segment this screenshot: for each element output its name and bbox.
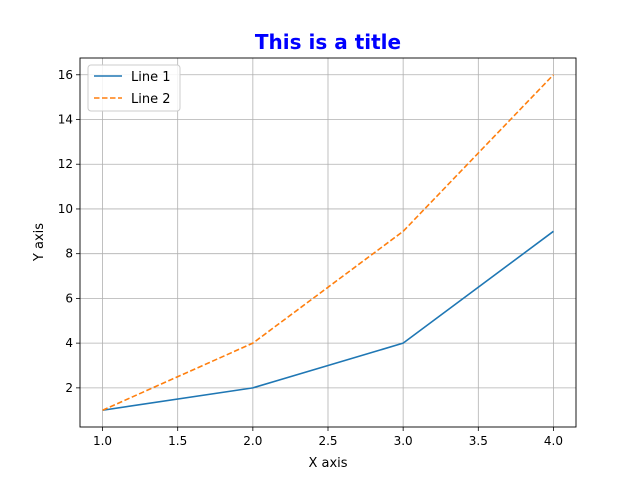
grid [80, 58, 576, 427]
x-tick-label: 2.5 [318, 434, 337, 448]
y-tick-label: 16 [58, 68, 73, 82]
legend-label-1: Line 1 [131, 70, 171, 85]
legend-label-2: Line 2 [131, 92, 171, 107]
y-axis-label: Y axis [32, 223, 47, 262]
x-tick-label: 1.5 [168, 434, 187, 448]
series-line-2 [102, 74, 555, 411]
x-tick-label: 3.0 [394, 434, 413, 448]
x-tick-label: 4.0 [544, 434, 563, 448]
series-layer [102, 74, 555, 412]
y-tick-label: 8 [65, 247, 73, 261]
series-line-1 [102, 230, 554, 412]
x-axis: 1.0 1.5 2.0 2.5 3.0 3.5 4.0 [93, 427, 563, 448]
chart-title: This is a title [255, 30, 401, 54]
x-tick-label: 1.0 [93, 434, 112, 448]
y-tick-label: 6 [65, 291, 73, 305]
y-tick-label: 10 [58, 202, 73, 216]
x-tick-label: 3.5 [469, 434, 488, 448]
x-axis-label: X axis [308, 456, 347, 471]
y-tick-label: 14 [58, 113, 73, 127]
y-tick-label: 4 [65, 336, 73, 350]
x-tick-label: 2.0 [243, 434, 262, 448]
y-tick-label: 12 [58, 157, 73, 171]
y-axis: 2 4 6 8 10 12 14 16 [58, 68, 80, 395]
y-tick-label: 2 [65, 381, 73, 395]
legend: Line 1 Line 2 [87, 64, 181, 112]
